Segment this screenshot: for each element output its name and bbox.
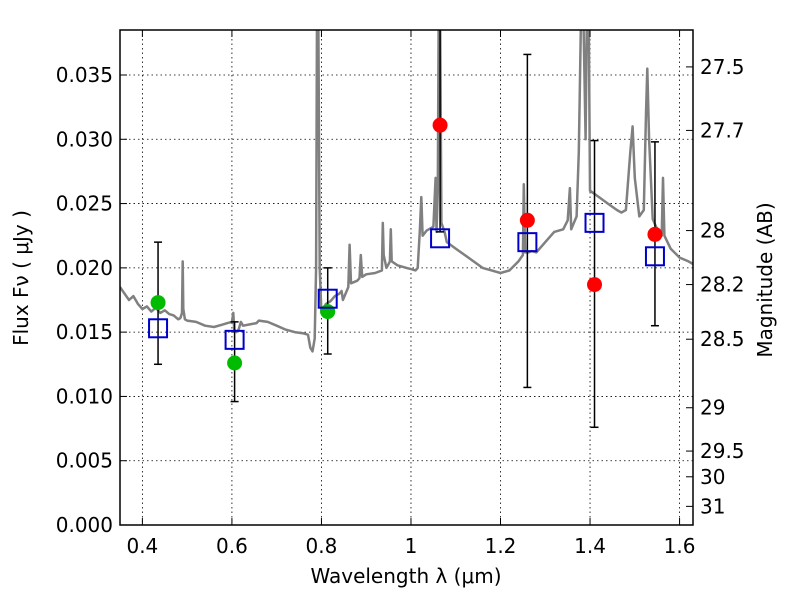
magnitude-tick-label: 29 [700,396,725,420]
model-flux-square [584,212,605,233]
y-tick-label: 0.035 [56,63,113,87]
magnitude-tick-label: 29.5 [700,439,745,463]
y-tick-label: 0.015 [56,320,113,344]
x-tick-label: 0.6 [216,534,248,558]
observed-flux-point [647,226,663,242]
y2-axis-label: Magnitude (AB) [753,202,777,357]
y-tick-label: 0.000 [56,513,113,537]
magnitude-tick-label: 27.5 [700,55,745,79]
tick-layer: 0.4 0.6 0.8 1 1.2 1.4 1.6 0.000 0.005 0.010 0.015 0… [56,30,745,558]
magnitude-tick-label: 27.7 [700,118,745,142]
y-axis-label: Flux Fν ( μJy ) [9,210,33,346]
model-flux-square [644,246,665,267]
magnitude-tick-label: 28.5 [700,327,745,351]
x-tick-label: 1.2 [485,534,517,558]
x-tick-label: 0.8 [306,534,338,558]
grid [120,30,693,526]
magnitude-tick-label: 28 [700,219,725,243]
model-spectrum-line [120,30,693,353]
x-tick-label: 1 [405,534,418,558]
magnitude-tick-label: 30 [700,465,725,489]
spectrum-layer [120,30,693,353]
model-flux-square [517,232,538,253]
plot-frame [119,29,694,526]
observed-flux-point [432,117,448,133]
observed-flux-point [320,304,336,320]
x-tick-label: 0.4 [126,534,158,558]
x-tick-label: 1.4 [574,534,606,558]
observed-flux-point [587,277,603,293]
y-tick-label: 0.030 [56,127,113,151]
model-flux-square [224,329,245,350]
x-tick-label: 1.6 [664,534,696,558]
magnitude-tick-label: 28.2 [700,273,745,297]
y-tick-label: 0.025 [56,192,113,216]
observed-flux-point [227,355,243,371]
model-flux-square [148,318,169,339]
model-square-layer [148,212,665,350]
y-tick-label: 0.010 [56,384,113,408]
model-flux-square [317,288,338,309]
y-tick-label: 0.005 [56,449,113,473]
magnitude-tick-label: 31 [700,494,725,518]
observed-flux-point [519,212,535,228]
observed-flux-point [150,295,166,311]
x-axis-label: Wavelength λ (μm) [310,564,501,588]
y-tick-label: 0.020 [56,256,113,280]
model-flux-square [430,228,451,249]
observed-point-layer [150,117,663,371]
